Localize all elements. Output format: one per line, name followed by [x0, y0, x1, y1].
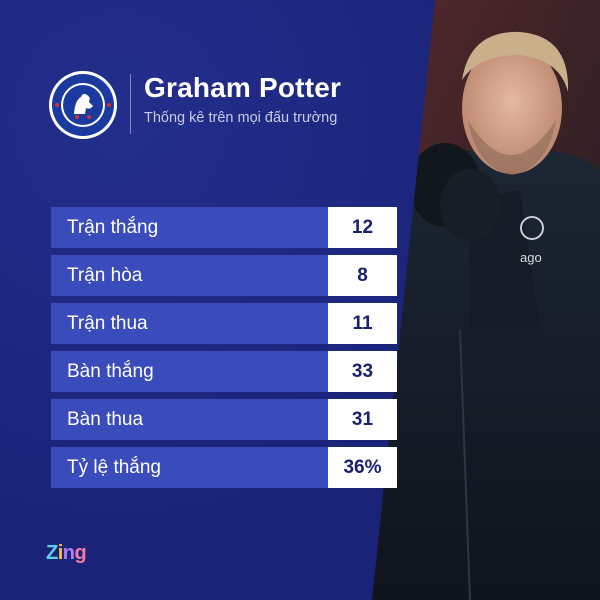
- logo-letter: n: [62, 542, 75, 564]
- stats-table: Trận thắng 12 Trận hòa 8 Trận thua 11 Bà…: [51, 207, 397, 495]
- stat-value: 11: [328, 303, 397, 344]
- stat-row-goals-for: Bàn thắng 33: [51, 351, 397, 392]
- chelsea-crest-icon: [49, 71, 117, 139]
- svg-text:ago: ago: [520, 250, 542, 265]
- logo-letter: i: [57, 542, 64, 564]
- stat-row-draws: Trận hòa 8: [51, 255, 397, 296]
- stat-label: Trận thắng: [51, 207, 328, 248]
- stat-label: Bàn thua: [51, 399, 328, 440]
- stat-value: 33: [328, 351, 397, 392]
- stat-row-win-rate: Tỷ lệ thắng 36%: [51, 447, 397, 488]
- header-subtitle: Thống kê trên mọi đấu trường: [144, 110, 338, 126]
- logo-letter: Z: [46, 542, 58, 564]
- manager-name: Graham Potter: [144, 72, 342, 103]
- header: Graham Potter Thống kê trên mọi đấu trườ…: [48, 66, 388, 146]
- stat-value: 12: [328, 207, 397, 248]
- header-divider: [130, 74, 131, 134]
- stat-label: Trận thua: [51, 303, 328, 344]
- stat-label: Bàn thắng: [51, 351, 328, 392]
- logo-letter: g: [74, 542, 87, 564]
- stat-row-wins: Trận thắng 12: [51, 207, 397, 248]
- stat-row-losses: Trận thua 11: [51, 303, 397, 344]
- stat-value: 8: [328, 255, 397, 296]
- stat-value: 31: [328, 399, 397, 440]
- stat-row-goals-against: Bàn thua 31: [51, 399, 397, 440]
- stat-value: 36%: [328, 447, 397, 488]
- zing-logo: Zing: [46, 542, 87, 565]
- stat-label: Trận hòa: [51, 255, 328, 296]
- stat-label: Tỷ lệ thắng: [51, 447, 328, 488]
